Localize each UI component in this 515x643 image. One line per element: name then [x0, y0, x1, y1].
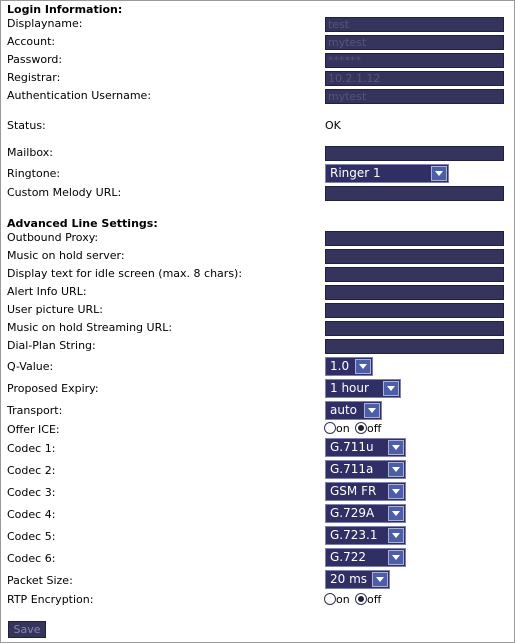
registrar-label: Registrar:: [7, 71, 61, 84]
account-field[interactable]: mytest: [325, 35, 504, 50]
codec1-label: Codec 1:: [7, 442, 56, 455]
packet-size-select[interactable]: 20 ms: [325, 570, 390, 589]
codec6-select[interactable]: G.722: [325, 548, 406, 567]
q-value-label: Q-Value:: [7, 360, 54, 373]
codec3-select-value: GSM FR: [330, 484, 377, 498]
packet-size-select-value: 20 ms: [330, 572, 368, 586]
chevron-down-icon[interactable]: [388, 506, 404, 521]
idle-text-field[interactable]: [325, 267, 504, 282]
custom-melody-label: Custom Melody URL:: [7, 186, 122, 199]
q-value-select[interactable]: 1.0: [325, 357, 373, 376]
codec2-select-value: G.711a: [330, 462, 374, 476]
offer-ice-off-option[interactable]: off: [355, 422, 381, 436]
rtp-encryption-off-option[interactable]: off: [355, 593, 381, 607]
codec5-select-value: G.723.1: [330, 528, 378, 542]
chevron-down-icon[interactable]: [388, 462, 404, 477]
ringtone-label: Ringtone:: [7, 167, 61, 180]
registrar-field[interactable]: 10.2.1.12: [325, 71, 504, 86]
codec5-label: Codec 5:: [7, 530, 56, 543]
ringtone-select-value: Ringer 1: [330, 166, 381, 180]
codec6-select-value: G.722: [330, 550, 367, 564]
codec6-label: Codec 6:: [7, 552, 56, 565]
outbound-proxy-label: Outbound Proxy:: [7, 231, 99, 244]
custom-melody-field[interactable]: [325, 186, 504, 201]
chevron-down-icon[interactable]: [388, 528, 404, 543]
rtp-encryption-on-label: on: [336, 593, 350, 606]
codec1-select-value: G.711u: [330, 440, 374, 454]
chevron-down-icon[interactable]: [388, 484, 404, 499]
proposed-expiry-select-value: 1 hour: [330, 381, 369, 395]
radio-icon[interactable]: [324, 593, 336, 605]
offer-ice-off-label: off: [367, 422, 382, 435]
offer-ice-label: Offer ICE:: [7, 423, 60, 436]
dial-plan-label: Dial-Plan String:: [7, 339, 96, 352]
q-value-select-value: 1.0: [330, 359, 350, 373]
section-title-login: Login Information:: [7, 3, 123, 16]
codec3-label: Codec 3:: [7, 486, 56, 499]
user-picture-label: User picture URL:: [7, 303, 104, 316]
codec3-select[interactable]: GSM FR: [325, 482, 406, 501]
outbound-proxy-field[interactable]: [325, 231, 504, 246]
radio-icon[interactable]: [355, 593, 367, 605]
chevron-down-icon[interactable]: [372, 572, 388, 587]
offer-ice-on-label: on: [336, 422, 350, 435]
radio-icon[interactable]: [324, 422, 336, 434]
music-hold-server-field[interactable]: [325, 249, 504, 264]
codec1-select[interactable]: G.711u: [325, 438, 406, 457]
codec4-label: Codec 4:: [7, 508, 56, 521]
offer-ice-on-option[interactable]: on: [324, 422, 350, 436]
section-title-advanced: Advanced Line Settings:: [7, 217, 158, 230]
alert-info-field[interactable]: [325, 285, 504, 300]
radio-icon[interactable]: [355, 422, 367, 434]
ringtone-select[interactable]: Ringer 1: [325, 164, 449, 183]
proposed-expiry-label: Proposed Expiry:: [7, 382, 99, 395]
save-button[interactable]: Save: [8, 621, 46, 638]
chevron-down-icon[interactable]: [388, 550, 404, 565]
packet-size-label: Packet Size:: [7, 574, 73, 587]
account-label: Account:: [7, 35, 56, 48]
auth-username-label: Authentication Username:: [7, 89, 152, 102]
chevron-down-icon[interactable]: [355, 359, 371, 374]
transport-select[interactable]: auto: [325, 401, 382, 420]
chevron-down-icon[interactable]: [364, 403, 380, 418]
transport-label: Transport:: [7, 404, 63, 417]
codec4-select[interactable]: G.729A: [325, 504, 406, 523]
rtp-encryption-on-option[interactable]: on: [324, 593, 350, 607]
displayname-field[interactable]: test: [325, 17, 504, 32]
codec4-select-value: G.729A: [330, 506, 375, 520]
codec5-select[interactable]: G.723.1: [325, 526, 406, 545]
displayname-label: Displayname:: [7, 17, 83, 30]
rtp-encryption-label: RTP Encryption:: [7, 593, 94, 606]
music-hold-server-label: Music on hold server:: [7, 249, 125, 262]
dial-plan-field[interactable]: [325, 339, 504, 354]
password-field[interactable]: ******: [325, 53, 504, 68]
chevron-down-icon[interactable]: [431, 166, 447, 181]
codec2-select[interactable]: G.711a: [325, 460, 406, 479]
chevron-down-icon[interactable]: [388, 440, 404, 455]
music-hold-streaming-label: Music on hold Streaming URL:: [7, 321, 173, 334]
status-value: OK: [325, 119, 341, 132]
user-picture-field[interactable]: [325, 303, 504, 318]
mailbox-field[interactable]: [325, 146, 504, 161]
music-hold-streaming-field[interactable]: [325, 321, 504, 336]
transport-select-value: auto: [330, 403, 358, 417]
mailbox-label: Mailbox:: [7, 146, 53, 159]
chevron-down-icon[interactable]: [383, 381, 399, 396]
proposed-expiry-select[interactable]: 1 hour: [325, 379, 401, 398]
rtp-encryption-off-label: off: [367, 593, 382, 606]
auth-username-field[interactable]: mytest: [325, 89, 504, 104]
password-label: Password:: [7, 53, 63, 66]
codec2-label: Codec 2:: [7, 464, 56, 477]
alert-info-label: Alert Info URL:: [7, 285, 87, 298]
idle-text-label: Display text for idle screen (max. 8 cha…: [7, 267, 243, 280]
status-label: Status:: [7, 119, 46, 132]
